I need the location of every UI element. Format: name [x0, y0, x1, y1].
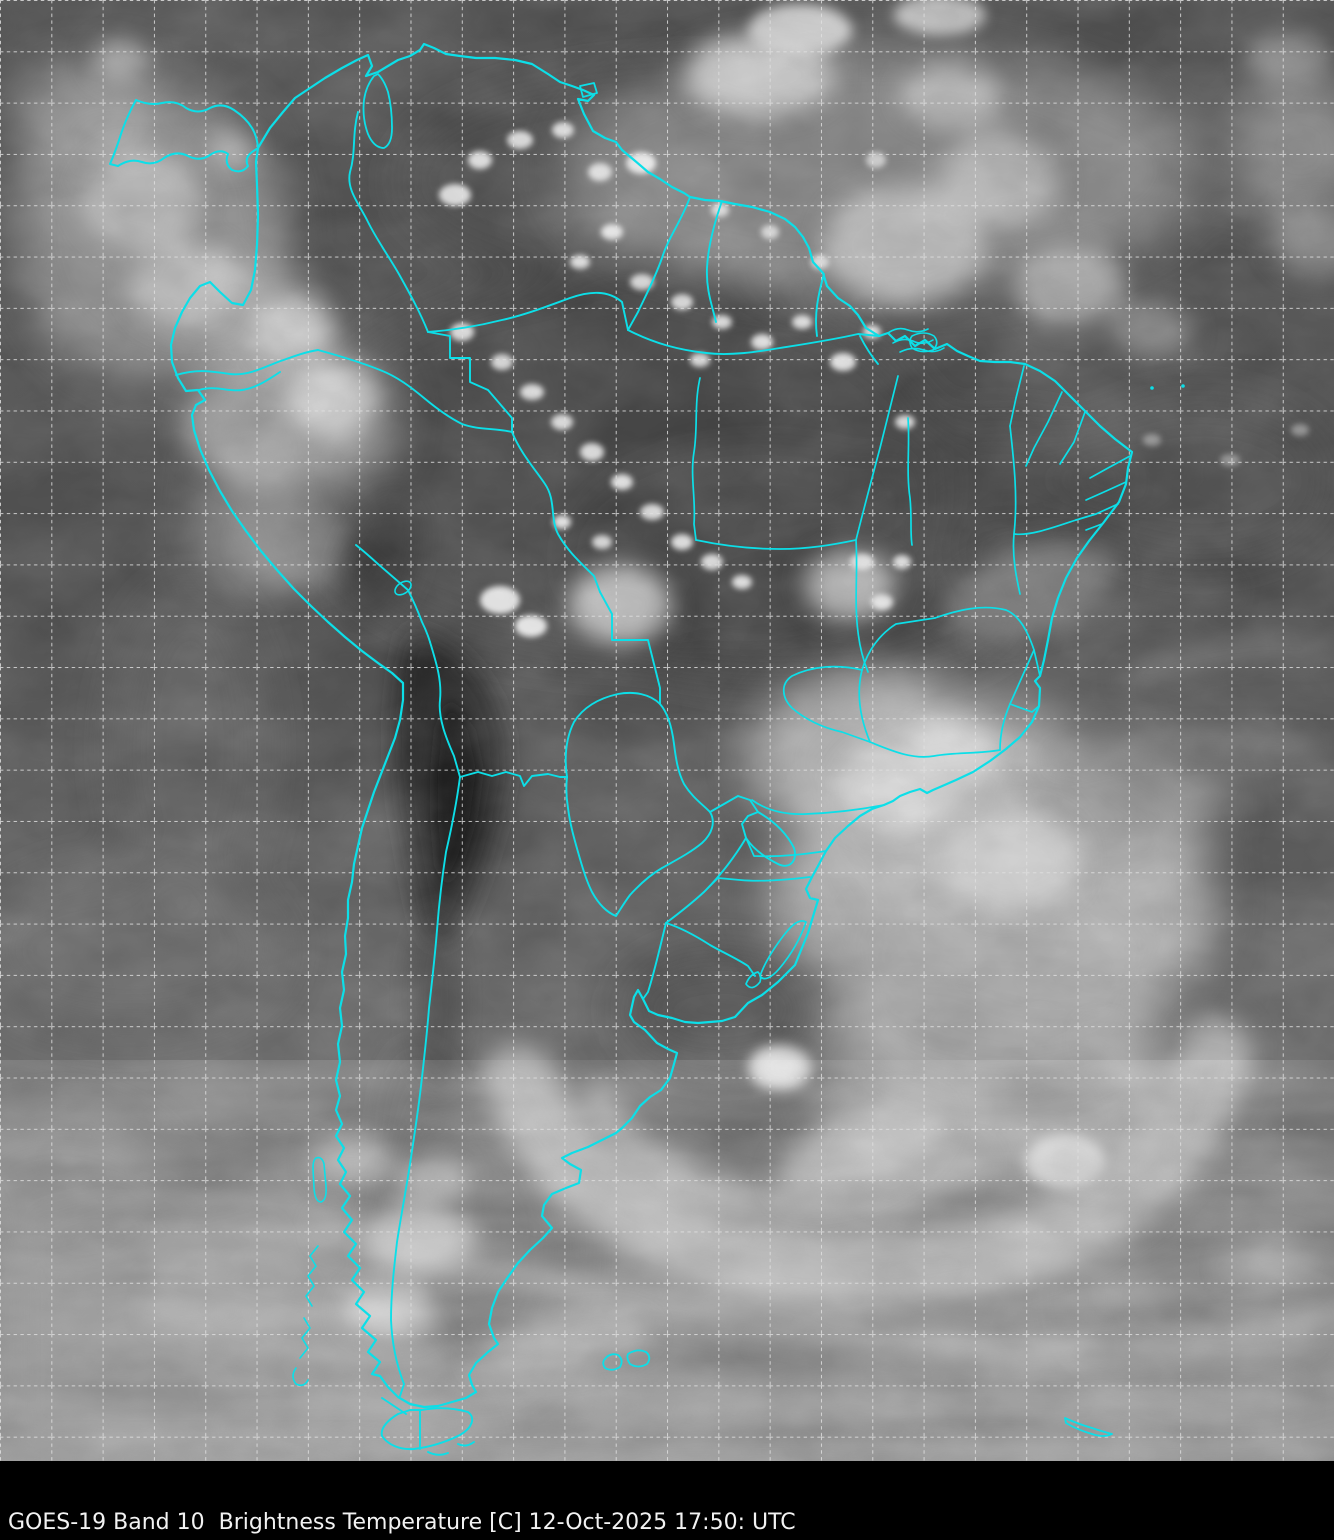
caption-bar: GOES-19 Band 10 Brightness Temperature [… [0, 1461, 1334, 1540]
coastal-lagoons [745, 920, 807, 989]
patagonian-islands [292, 1156, 327, 1387]
central-america-outline [109, 99, 259, 173]
tierra-del-fuego-outline [380, 1397, 475, 1456]
south-america-coastline [169, 42, 1134, 1409]
caption-text: GOES-19 Band 10 Brightness Temperature [… [8, 1510, 796, 1535]
falkland-islands-outline [602, 1349, 651, 1371]
state-borders [691, 365, 1131, 893]
lake-maracaibo-outline [362, 73, 393, 149]
map-boundaries [109, 42, 1185, 1456]
trinidad-outline [579, 82, 598, 98]
south-georgia-outline [1064, 1417, 1113, 1437]
country-borders [175, 111, 880, 1397]
lake-titicaca-outline [394, 580, 412, 596]
amazon-mouth-channels [887, 327, 945, 353]
satellite-image-canvas [0, 0, 1334, 1461]
graticule [0, 0, 1334, 1461]
satellite-imagery [0, 0, 1334, 1461]
atlantic-islets [1150, 384, 1185, 390]
